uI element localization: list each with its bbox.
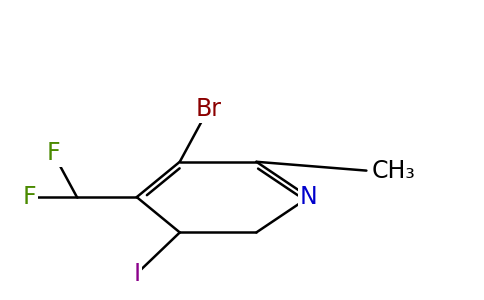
Text: N: N bbox=[300, 185, 318, 209]
Text: CH₃: CH₃ bbox=[371, 159, 415, 183]
Text: Br: Br bbox=[196, 97, 222, 121]
Text: F: F bbox=[22, 185, 36, 209]
Text: I: I bbox=[133, 262, 140, 286]
Text: F: F bbox=[46, 141, 60, 165]
